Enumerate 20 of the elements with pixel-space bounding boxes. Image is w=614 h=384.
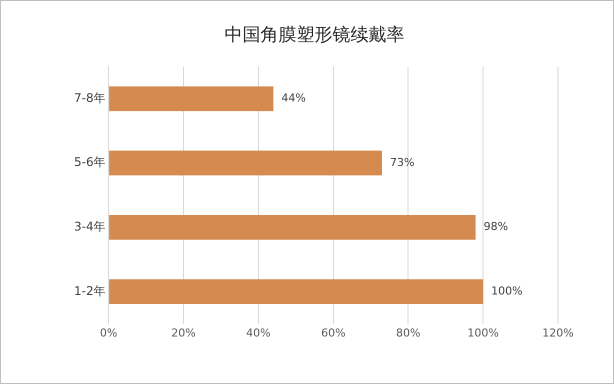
x-tick-label: 40% (246, 326, 271, 340)
data-label: 73% (390, 156, 414, 169)
bar (109, 150, 382, 176)
x-tick-label: 20% (171, 326, 196, 340)
bar (109, 86, 274, 112)
data-label: 98% (484, 220, 508, 234)
bar (109, 279, 484, 304)
x-tick-label: 80% (396, 326, 420, 340)
bar (109, 214, 476, 240)
x-tick-label: 120% (542, 326, 574, 340)
chart-title: 中国角膜塑形镜续戴率 (224, 24, 404, 46)
data-label: 44% (281, 92, 306, 105)
y-tick-label: 5-6年 (74, 155, 106, 170)
y-tick-label: 3-4年 (74, 219, 106, 234)
x-tick-label: 60% (321, 326, 346, 340)
y-tick-label: 1-2年 (74, 284, 106, 298)
data-label: 100% (491, 284, 523, 298)
x-tick-label: 0% (100, 326, 118, 340)
x-tick-label: 100% (467, 326, 499, 340)
y-tick-label: 7-8年 (74, 90, 106, 105)
